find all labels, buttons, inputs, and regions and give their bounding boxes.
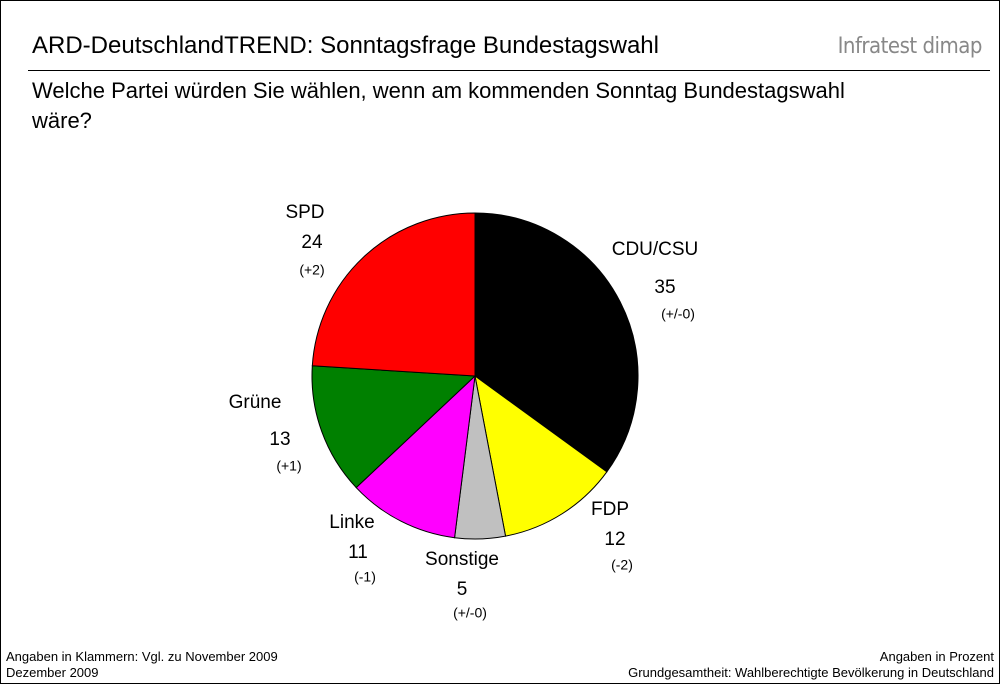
slice-value: 11 bbox=[348, 542, 368, 563]
slice-value: 5 bbox=[457, 579, 468, 600]
slice-change: (+1) bbox=[276, 458, 301, 474]
slice-change: (-1) bbox=[354, 569, 376, 585]
pie-slice bbox=[355, 374, 476, 539]
pie-slice bbox=[474, 374, 608, 537]
slice-value: 35 bbox=[654, 277, 675, 298]
slice-value: 24 bbox=[301, 232, 323, 253]
footnote: Angaben in Prozent bbox=[879, 649, 994, 664]
footnote: Grundgesamtheit: Wahlberechtigte Bevölke… bbox=[628, 665, 994, 680]
pie-slice bbox=[311, 212, 476, 377]
slice-change: (+/-0) bbox=[661, 306, 695, 322]
title-rule bbox=[28, 70, 990, 71]
slice-change: (-2) bbox=[611, 557, 633, 573]
slice-label: FDP bbox=[591, 499, 629, 520]
slice-label: Linke bbox=[329, 512, 374, 533]
slice-label: CDU/CSU bbox=[612, 239, 699, 260]
slice-change: (+2) bbox=[299, 262, 324, 278]
footnote: Angaben in Klammern: Vgl. zu November 20… bbox=[6, 649, 278, 664]
slice-label: Sonstige bbox=[425, 549, 499, 570]
slice-value: 12 bbox=[604, 529, 625, 550]
subtitle: Welche Partei würden Sie wählen, wenn am… bbox=[32, 78, 845, 133]
chart-title: ARD-DeutschlandTREND: Sonntagsfrage Bund… bbox=[32, 32, 659, 59]
pie-slice bbox=[311, 365, 477, 489]
brand: Infratest dimap bbox=[837, 34, 983, 59]
slice-label: Grüne bbox=[229, 392, 282, 413]
pie-slice bbox=[474, 212, 639, 473]
slice-change: (+/-0) bbox=[453, 605, 487, 621]
slice-value: 13 bbox=[269, 429, 290, 450]
footnote: Dezember 2009 bbox=[6, 665, 99, 680]
slice-label: SPD bbox=[285, 202, 324, 223]
